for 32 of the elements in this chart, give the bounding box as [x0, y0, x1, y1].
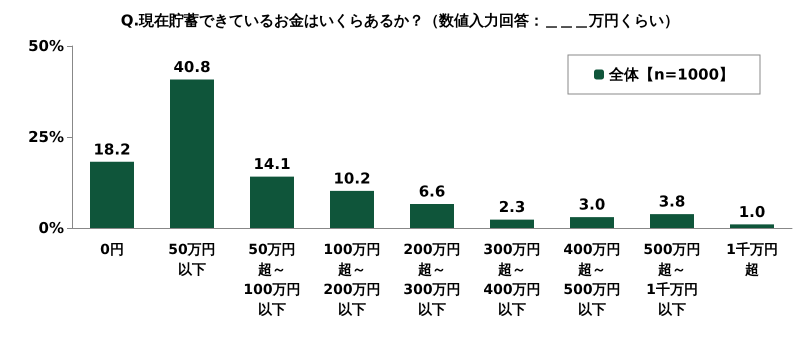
bar — [250, 176, 294, 228]
data-label: 3.8 — [658, 192, 686, 211]
bar — [410, 204, 454, 228]
bar — [570, 217, 614, 228]
chart-title: Q.現在貯蓄できているお金はいくらあるか？（数値入力回答：＿＿＿万円くらい） — [120, 12, 680, 30]
x-tick-label: 1千万円超 — [726, 241, 778, 278]
data-label: 2.3 — [498, 198, 526, 216]
y-tick-label: 25% — [28, 128, 64, 146]
data-label: 3.0 — [578, 196, 606, 214]
x-tick-label: 100万円超～200万円以下 — [323, 242, 381, 318]
x-tick-label: 0円 — [100, 242, 124, 258]
bar — [650, 214, 694, 228]
x-tick-label: 50万円以下 — [168, 242, 216, 278]
legend-label: 全体【n=1000】 — [608, 66, 734, 84]
data-label: 6.6 — [418, 182, 446, 200]
bar — [330, 190, 374, 228]
bar — [90, 162, 134, 228]
x-tick-label: 300万円超～400万円以下 — [483, 242, 541, 318]
data-label: 18.2 — [93, 140, 131, 158]
x-tick-label: 200万円超～300万円以下 — [403, 242, 461, 318]
data-label: 14.1 — [253, 155, 291, 174]
x-tick-label: 400万円超～500万円以下 — [563, 242, 621, 318]
bar — [170, 79, 214, 228]
x-tick-label: 50万円超～100万円以下 — [243, 242, 301, 318]
x-tick-label: 500万円超～1千万円以下 — [643, 242, 701, 318]
data-label: 1.0 — [738, 202, 766, 221]
data-label: 40.8 — [173, 58, 211, 76]
y-tick-label: 0% — [38, 219, 64, 237]
y-tick-label: 50% — [28, 37, 64, 55]
bar — [730, 224, 774, 228]
bar — [490, 220, 534, 228]
data-label: 10.2 — [333, 169, 371, 188]
